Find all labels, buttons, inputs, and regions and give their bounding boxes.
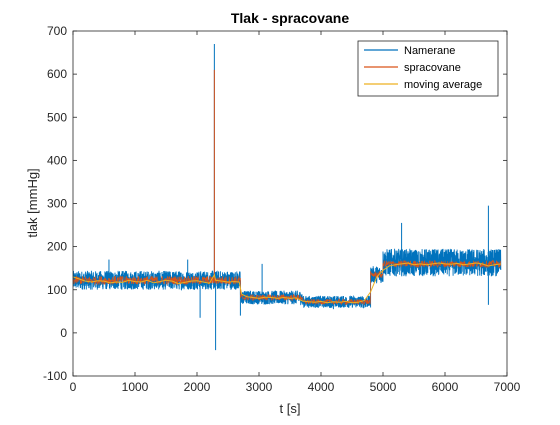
x-tick-label: 0 (70, 380, 77, 394)
y-tick-label: -100 (43, 369, 67, 383)
legend-label: moving average (404, 79, 482, 91)
x-tick-label: 6000 (432, 380, 459, 394)
y-tick-label: 700 (47, 24, 67, 38)
x-axis-label: t [s] (280, 401, 301, 416)
y-tick-label: 400 (47, 153, 67, 167)
x-tick-label: 1000 (122, 380, 149, 394)
x-tick-label: 5000 (370, 380, 397, 394)
x-tick-label: 2000 (184, 380, 211, 394)
series-line (73, 262, 501, 304)
x-tick-label: 4000 (308, 380, 335, 394)
y-axis-label: tlak [mmHg] (25, 168, 40, 237)
y-tick-label: 300 (47, 197, 67, 211)
y-tick-label: 500 (47, 110, 67, 124)
y-tick-label: 100 (47, 283, 67, 297)
x-axis-ticks: 0 1000 2000 3000 4000 5000 6000 7000 (70, 31, 521, 394)
y-tick-label: 200 (47, 240, 67, 254)
series-layer (73, 43, 502, 351)
x-tick-label: 7000 (494, 380, 521, 394)
y-tick-label: 0 (60, 326, 67, 340)
legend-label: spracovane (404, 62, 461, 74)
y-axis-ticks: -100 0 100 200 300 400 500 600 700 (43, 24, 507, 383)
series-2 (73, 262, 501, 304)
y-tick-label: 600 (47, 67, 67, 81)
x-tick-label: 3000 (246, 380, 273, 394)
legend: Namerane spracovane moving average (357, 40, 499, 97)
chart-title: Tlak - spracovane (231, 10, 349, 26)
legend-label: Namerane (404, 45, 455, 57)
